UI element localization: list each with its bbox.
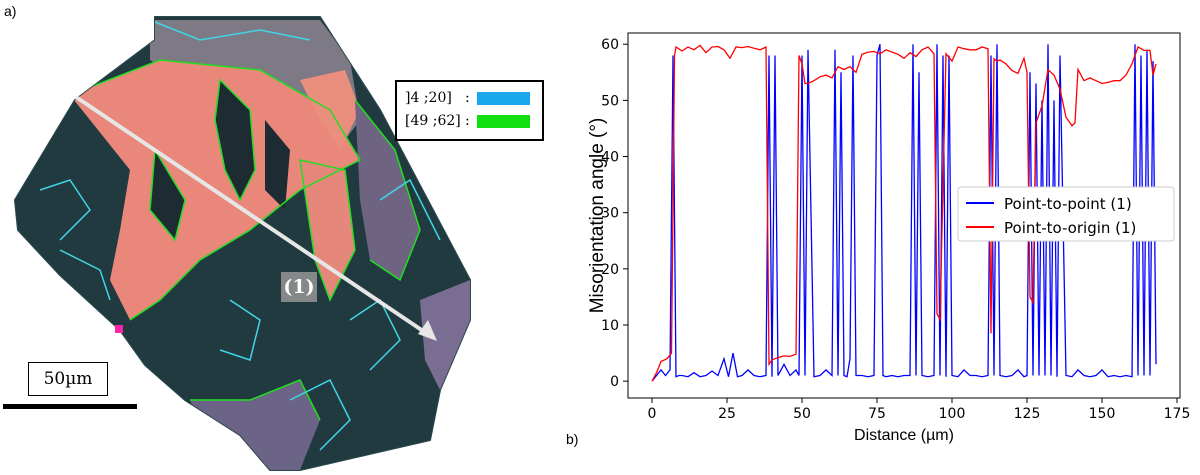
chart-series [651, 44, 1157, 382]
profile-line-label: (1) [281, 272, 317, 302]
scale-label: 50µm [28, 362, 108, 396]
series-point-to-origin [651, 44, 1157, 382]
profile-arrow-head [418, 320, 437, 341]
legend-range-low: ]4 ;20] [405, 90, 452, 106]
legend-label: Point-to-point (1) [1004, 195, 1132, 213]
y-tick-label: 40 [601, 150, 619, 166]
panel-b-label: b) [566, 431, 579, 447]
x-tick-label: 175 [1164, 406, 1191, 422]
x-tick-label: 100 [939, 406, 966, 422]
x-axis-label: Distance (µm) [854, 427, 954, 444]
legend-label: Point-to-origin (1) [1004, 219, 1136, 237]
legend-frame [957, 186, 1175, 242]
y-tick-label: 50 [601, 93, 619, 109]
x-tick-label: 25 [718, 406, 736, 422]
y-axis-label: Misorientation angle (°) [587, 118, 608, 314]
panel-a-label: a) [4, 3, 17, 19]
plot-frame [627, 32, 1181, 399]
profile-line [74, 95, 434, 339]
y-tick-label: 10 [601, 318, 619, 334]
x-tick-label: 125 [1014, 406, 1041, 422]
dark-streak-3 [265, 120, 290, 210]
x-tick-label: 150 [1089, 406, 1116, 422]
ebsd-orientation-map [13, 16, 471, 471]
purple-region-corner [420, 280, 470, 390]
legend-swatch-green [477, 115, 530, 128]
magenta-spot [115, 325, 123, 333]
legend-separator: : [465, 113, 470, 129]
dark-streak-2 [150, 150, 185, 240]
legend-separator: : [465, 90, 470, 106]
legend-range-high: [49 ;62] [405, 113, 461, 129]
y-tick-label: 0 [610, 374, 619, 390]
legend-swatch-cyan [477, 92, 530, 105]
y-tick-label: 20 [601, 262, 619, 278]
x-tick-label: 75 [868, 406, 886, 422]
salmon-streak [300, 160, 355, 300]
series-point-to-point [651, 44, 1157, 382]
misorientation-chart: 0 25 50 75 100 125 150 175 0 10 20 30 40 50 60 Distance… [587, 32, 1191, 444]
chart-legend: Point-to-point (1) Point-to-origin (1) [957, 186, 1175, 242]
boundary-legend: ]4 ;20] : [49 ;62] : [395, 80, 544, 141]
y-tick-label: 60 [601, 37, 619, 53]
x-tick-label: 0 [648, 406, 657, 422]
x-tick-label: 50 [793, 406, 811, 422]
chart-axes: 0 25 50 75 100 125 150 175 0 10 20 30 40 50 60 Distance… [587, 32, 1191, 444]
scale-bar [3, 404, 137, 409]
y-tick-label: 30 [601, 206, 619, 222]
purple-region-right [355, 100, 420, 280]
